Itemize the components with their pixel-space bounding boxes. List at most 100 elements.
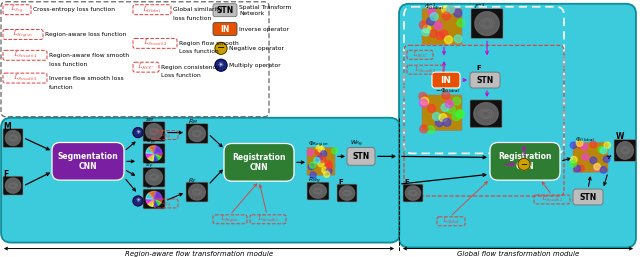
Circle shape [452, 113, 460, 121]
Polygon shape [146, 193, 154, 199]
Circle shape [308, 164, 314, 170]
Polygon shape [154, 153, 162, 157]
Text: IN: IN [220, 24, 230, 33]
Text: ✳: ✳ [218, 62, 224, 68]
Polygon shape [189, 126, 205, 142]
FancyBboxPatch shape [347, 148, 375, 165]
Circle shape [326, 163, 332, 169]
Text: $L_{Smooth3}$: $L_{Smooth3}$ [414, 65, 436, 75]
Circle shape [318, 161, 324, 167]
Circle shape [133, 128, 143, 137]
Circle shape [318, 146, 324, 152]
Text: Region flow smooth: Region flow smooth [179, 41, 239, 46]
Polygon shape [148, 199, 154, 206]
Polygon shape [475, 12, 499, 35]
Circle shape [590, 141, 596, 148]
Circle shape [604, 142, 611, 149]
Text: Multiply operator: Multiply operator [229, 63, 281, 68]
Text: $L_{Seg}$: $L_{Seg}$ [10, 4, 24, 15]
Text: ✳: ✳ [136, 198, 141, 204]
FancyBboxPatch shape [143, 143, 165, 163]
Polygon shape [154, 146, 162, 153]
Text: Cross-entropy loss function: Cross-entropy loss function [33, 7, 115, 12]
Text: Region-aware flow smooth: Region-aware flow smooth [49, 53, 129, 58]
Circle shape [314, 157, 320, 163]
FancyBboxPatch shape [422, 9, 462, 44]
Text: ✳: ✳ [136, 130, 141, 135]
FancyBboxPatch shape [143, 189, 165, 209]
Circle shape [427, 17, 435, 25]
Polygon shape [154, 192, 162, 199]
Circle shape [428, 8, 436, 16]
Text: $L_{Smooth1}$: $L_{Smooth1}$ [257, 214, 279, 224]
Circle shape [582, 154, 589, 160]
Circle shape [429, 30, 437, 37]
FancyBboxPatch shape [307, 148, 335, 175]
FancyBboxPatch shape [186, 124, 208, 143]
Polygon shape [5, 131, 20, 145]
Polygon shape [146, 124, 163, 140]
Circle shape [427, 126, 435, 134]
Circle shape [322, 167, 328, 173]
Circle shape [420, 125, 428, 133]
Text: $L_{Seg}$: $L_{Seg}$ [159, 198, 173, 209]
Polygon shape [189, 184, 205, 200]
Circle shape [445, 36, 452, 44]
Polygon shape [148, 153, 154, 161]
Text: STN: STN [353, 152, 370, 161]
Polygon shape [154, 199, 161, 206]
Polygon shape [154, 153, 161, 160]
FancyBboxPatch shape [573, 142, 608, 172]
Polygon shape [310, 184, 326, 198]
Circle shape [332, 148, 338, 154]
Circle shape [435, 119, 444, 127]
FancyBboxPatch shape [422, 95, 462, 131]
FancyBboxPatch shape [471, 9, 503, 39]
Text: $L_{Smooth2}$: $L_{Smooth2}$ [541, 195, 563, 205]
Text: $L_{Smooth3}$: $L_{Smooth3}$ [13, 73, 37, 83]
Text: $L_{Seg}$: $L_{Seg}$ [159, 129, 173, 141]
Circle shape [316, 149, 321, 155]
Text: function: function [49, 85, 74, 90]
Text: F: F [338, 179, 343, 185]
FancyBboxPatch shape [52, 142, 124, 180]
Circle shape [326, 168, 332, 174]
Circle shape [316, 156, 323, 162]
Polygon shape [153, 199, 157, 207]
Circle shape [457, 19, 465, 27]
Circle shape [133, 196, 143, 206]
Circle shape [590, 157, 596, 164]
FancyBboxPatch shape [337, 184, 357, 202]
Circle shape [456, 110, 463, 117]
FancyBboxPatch shape [143, 122, 165, 142]
Circle shape [442, 12, 451, 20]
Text: $L_{Region}$: $L_{Region}$ [221, 214, 239, 225]
Text: Loss function: Loss function [161, 73, 201, 78]
FancyBboxPatch shape [432, 72, 460, 88]
Text: M: M [3, 122, 11, 131]
Text: Global flow transformation module: Global flow transformation module [457, 251, 579, 256]
FancyBboxPatch shape [403, 184, 423, 202]
FancyBboxPatch shape [470, 100, 502, 128]
Text: F: F [3, 170, 8, 179]
Text: STN: STN [579, 192, 596, 201]
Text: Loss function: Loss function [179, 49, 219, 54]
Text: $-\Phi_{Global}$: $-\Phi_{Global}$ [435, 87, 460, 95]
Circle shape [420, 97, 429, 105]
Polygon shape [149, 191, 156, 199]
Circle shape [518, 158, 530, 170]
Polygon shape [146, 148, 154, 153]
FancyBboxPatch shape [213, 4, 237, 17]
Text: Registration
CNN: Registration CNN [232, 153, 285, 172]
Text: STN: STN [476, 76, 493, 85]
Text: STN: STN [216, 6, 234, 15]
Text: loss function: loss function [173, 16, 211, 21]
Text: $L_{RCC}$: $L_{RCC}$ [138, 62, 154, 72]
Circle shape [419, 99, 428, 107]
Text: $\Phi_{Global}$: $\Phi_{Global}$ [575, 135, 595, 144]
Circle shape [600, 147, 607, 154]
Text: Registration
CNN: Registration CNN [499, 152, 552, 171]
Text: $L_{Smooth1}$: $L_{Smooth1}$ [13, 50, 37, 60]
Circle shape [320, 156, 326, 162]
Text: Region consistency: Region consistency [161, 65, 220, 70]
